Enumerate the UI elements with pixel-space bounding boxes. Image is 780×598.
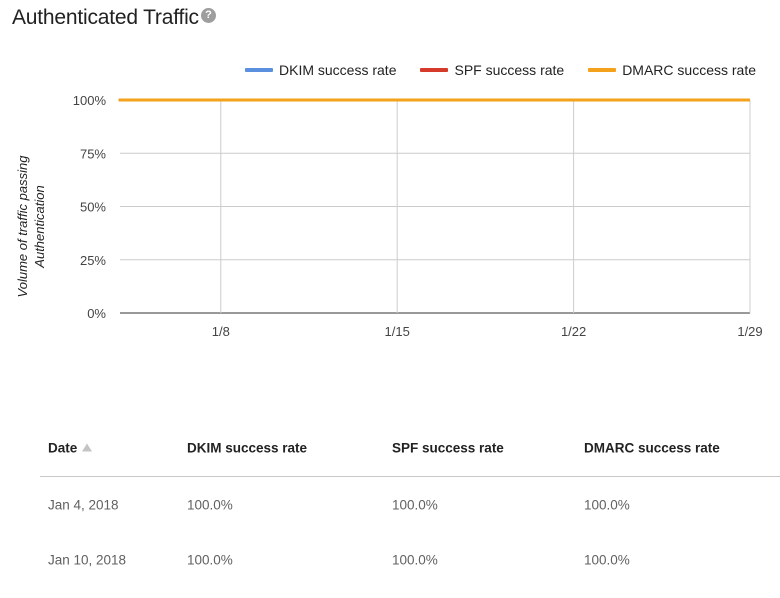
y-tick-label: 100%: [73, 93, 107, 108]
table-cell-date: Jan 4, 2018: [48, 497, 119, 512]
legend-item-dkim[interactable]: DKIM success rate: [245, 62, 396, 78]
table-row: Jan 10, 2018 100.0% 100.0% 100.0%: [40, 532, 780, 587]
chart-legend: DKIM success rate SPF success rate DMARC…: [245, 60, 756, 80]
legend-label-dmarc: DMARC success rate: [622, 62, 756, 78]
column-header-date-label: Date: [48, 440, 78, 456]
table-cell-spf: 100.0%: [392, 497, 438, 512]
help-icon[interactable]: ?: [200, 7, 216, 23]
y-tick-label: 25%: [80, 253, 106, 268]
page-title: Authenticated Traffic ?: [12, 6, 216, 30]
series-point-dmarc: [269, 98, 273, 102]
column-header-dmarc[interactable]: DMARC success rate: [584, 440, 720, 456]
legend-item-spf[interactable]: SPF success rate: [420, 62, 564, 78]
table-cell-date: Jan 10, 2018: [48, 552, 127, 567]
column-header-date[interactable]: Date: [48, 440, 93, 456]
y-tick-label: 50%: [80, 200, 106, 215]
table-cell-dmarc: 100.0%: [584, 497, 630, 512]
page-title-text: Authenticated Traffic: [12, 6, 199, 29]
legend-label-dkim: DKIM success rate: [279, 62, 397, 78]
sort-ascending-icon: [82, 443, 93, 452]
y-axis-label: Authentication: [32, 185, 47, 268]
legend-swatch-spf: [420, 68, 449, 72]
column-header-dkim[interactable]: DKIM success rate: [187, 440, 308, 456]
x-tick-label: 1/22: [561, 324, 586, 339]
table-cell-dmarc: 100.0%: [584, 552, 630, 567]
table-cell-dkim: 100.0%: [187, 552, 233, 567]
column-header-spf[interactable]: SPF success rate: [392, 440, 504, 456]
legend-swatch-dmarc: [588, 68, 617, 72]
x-tick-label: 1/29: [737, 324, 762, 339]
legend-label-spf: SPF success rate: [454, 62, 565, 78]
y-axis-label: Volume of traffic passing: [15, 155, 30, 298]
x-tick-label: 1/8: [212, 324, 230, 339]
legend-item-dmarc[interactable]: DMARC success rate: [588, 62, 756, 78]
table-header-row: Date DKIM success rate SPF success rate …: [40, 420, 780, 477]
table-cell-dkim: 100.0%: [187, 497, 233, 512]
table-cell-spf: 100.0%: [392, 552, 438, 567]
results-table: Date DKIM success rate SPF success rate …: [40, 420, 780, 587]
y-tick-label: 75%: [80, 146, 106, 161]
x-tick-label: 1/15: [385, 324, 410, 339]
table-row: Jan 4, 2018 100.0% 100.0% 100.0%: [40, 477, 780, 532]
series-point-dmarc: [118, 98, 122, 102]
line-chart: 100% 75% 50% 25% 0% 1/8 1/15 1/22 1/29 Volume of …: [15, 93, 763, 339]
legend-swatch-dkim: [245, 68, 273, 72]
y-tick-label: 0%: [87, 306, 106, 321]
